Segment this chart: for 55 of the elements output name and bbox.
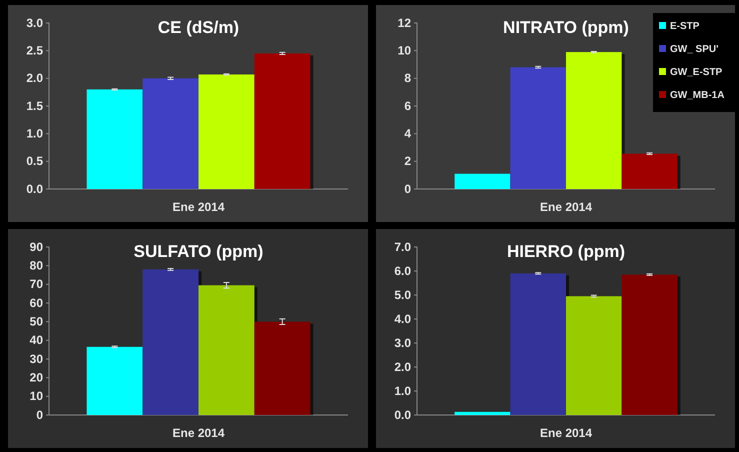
y-tick-label: 0.0	[26, 182, 44, 196]
bar	[198, 285, 254, 415]
chart-title: CE (dS/m)	[158, 18, 240, 37]
bar	[454, 174, 510, 189]
y-tick-label: 2.5	[26, 44, 44, 58]
y-tick-label: 1.0	[26, 126, 44, 141]
legend-label: GW_ SPU'	[670, 44, 718, 55]
legend-label: GW_E-STP	[670, 67, 723, 78]
y-tick-label: 0	[404, 182, 412, 196]
y-tick-label: 0	[36, 408, 44, 422]
bar	[510, 67, 566, 189]
y-tick-label: 70	[30, 277, 44, 292]
y-tick-label: 5.0	[394, 288, 412, 302]
bar	[142, 269, 198, 415]
y-tick-label: 6.0	[394, 264, 412, 278]
x-tick-label: Ene 2014	[172, 200, 225, 214]
y-tick-label: 2	[404, 154, 412, 168]
y-tick-label: 6	[404, 98, 412, 113]
y-tick-label: 12	[398, 16, 412, 30]
y-tick-label: 7.0	[394, 240, 412, 254]
y-tick-label: 80	[30, 258, 44, 273]
y-tick-label: 1.0	[394, 384, 412, 398]
y-tick-label: 2.0	[26, 71, 44, 86]
y-tick-label: 3.0	[26, 16, 44, 30]
y-tick-label: 20	[30, 370, 44, 385]
x-tick-label: Ene 2014	[172, 426, 225, 440]
y-tick-label: 4.0	[394, 312, 412, 326]
y-tick-label: 4	[404, 126, 412, 141]
y-tick-label: 40	[30, 333, 44, 348]
y-tick-label: 60	[30, 296, 44, 310]
bar	[454, 412, 510, 415]
bar	[198, 74, 254, 189]
y-tick-label: 50	[30, 314, 44, 329]
y-tick-label: 90	[30, 240, 44, 254]
y-tick-label: 0.5	[26, 154, 44, 168]
y-tick-label: 30	[30, 352, 44, 366]
y-tick-label: 0.0	[394, 408, 412, 422]
chart-title: HIERRO (ppm)	[506, 242, 626, 261]
bar	[86, 89, 143, 189]
legend-label: GW_MB-1A	[670, 90, 724, 101]
bar	[566, 296, 622, 415]
y-tick-label: 10	[398, 44, 412, 58]
y-tick-label: 3.0	[394, 336, 412, 350]
y-tick-label: 8	[404, 71, 412, 86]
y-tick-label: 1.5	[26, 98, 44, 113]
chart-title: NITRATO (ppm)	[503, 18, 629, 37]
bar	[86, 346, 143, 415]
bar	[142, 78, 198, 189]
y-tick-label: 2.0	[394, 360, 412, 374]
legend-label: E-STP	[670, 21, 700, 32]
y-tick-label: 10	[30, 389, 44, 404]
x-tick-label: Ene 2014	[540, 200, 592, 214]
x-tick-label: Ene 2014	[540, 426, 592, 440]
bar	[510, 273, 566, 415]
chart-title: SULFATO (ppm)	[134, 242, 264, 261]
